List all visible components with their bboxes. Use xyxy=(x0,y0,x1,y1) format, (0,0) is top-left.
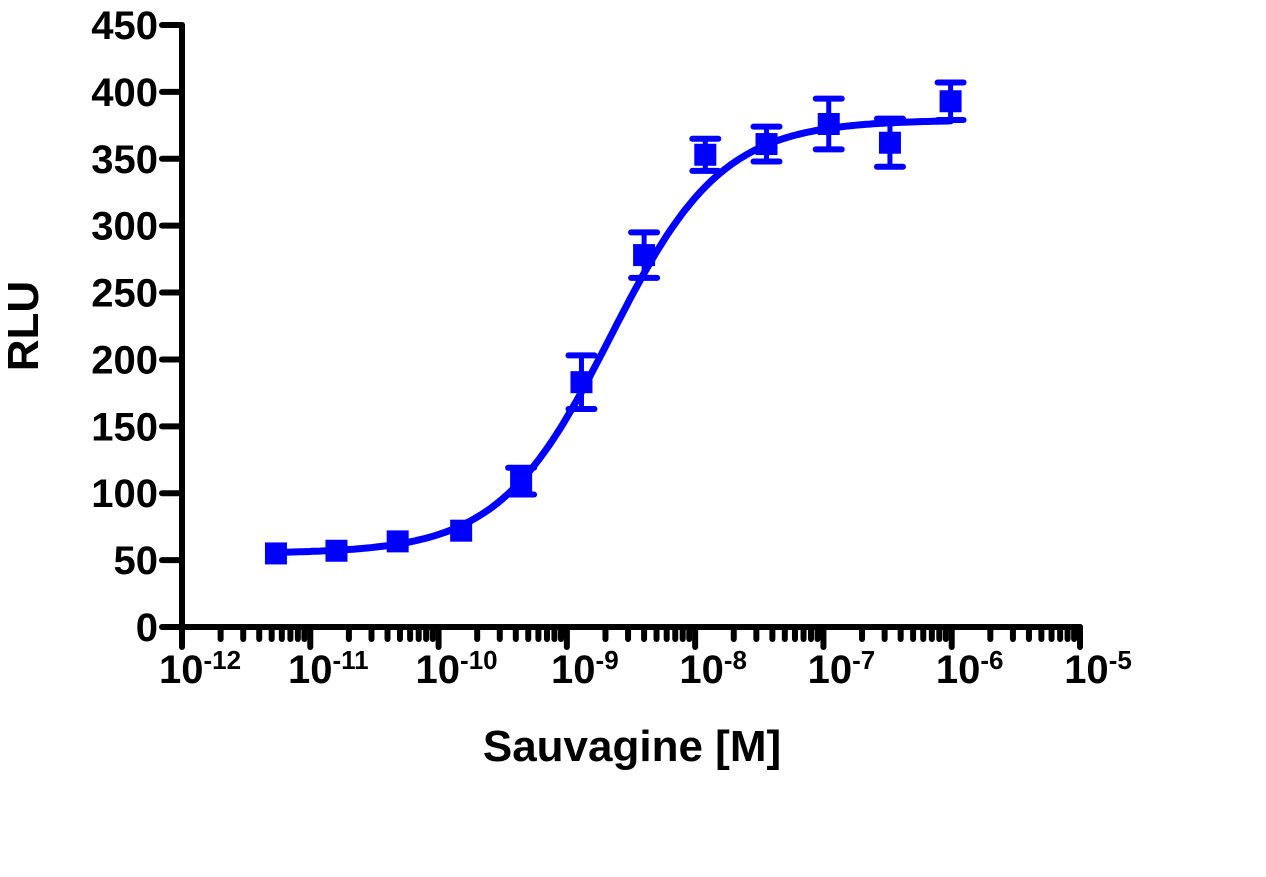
data-points xyxy=(264,79,967,565)
square-marker xyxy=(450,519,473,542)
data-point xyxy=(450,519,473,542)
data-point xyxy=(812,95,845,153)
x-axis: 10-12 10-11 10-10 10-9 10-8 10-7 10-6 10-5 xyxy=(159,624,1132,692)
x-tick-label: 10-9 xyxy=(551,645,619,692)
x-axis-title: Sauvagine [M] xyxy=(483,722,781,771)
square-marker xyxy=(510,470,533,493)
data-point xyxy=(264,542,287,565)
data-point xyxy=(505,464,538,498)
x-tick-label: 10-10 xyxy=(416,645,498,692)
y-tick-label: 250 xyxy=(91,272,158,316)
x-tick-label: 10-8 xyxy=(679,645,747,692)
y-tick-label: 100 xyxy=(91,472,158,516)
x-tick-label: 10-5 xyxy=(1064,645,1132,692)
square-marker xyxy=(694,143,717,166)
square-marker xyxy=(817,112,840,135)
y-tick-label: 200 xyxy=(91,338,158,382)
y-axis: 0 50 100 150 200 250 300 350 400 450 xyxy=(91,4,185,650)
sigmoid-fit-line xyxy=(272,117,955,556)
x-tick-label: 10-12 xyxy=(159,645,241,692)
data-point xyxy=(689,135,722,174)
square-marker xyxy=(264,542,287,565)
square-marker xyxy=(570,371,593,394)
data-point xyxy=(873,115,906,170)
y-tick-label: 450 xyxy=(91,4,158,48)
square-marker xyxy=(386,530,409,553)
square-marker xyxy=(939,90,962,113)
fit-curve xyxy=(272,117,955,556)
y-tick-label: 300 xyxy=(91,205,158,249)
x-tick-label: 10-11 xyxy=(288,645,369,692)
y-tick-label: 50 xyxy=(114,539,159,583)
y-tick-label: 0 xyxy=(136,606,158,650)
y-tick-label: 350 xyxy=(91,138,158,182)
square-marker xyxy=(755,133,778,156)
y-tick-label: 150 xyxy=(91,405,158,449)
y-axis-title: RLU xyxy=(0,281,48,371)
data-point xyxy=(934,79,967,123)
data-point xyxy=(750,123,783,165)
data-point xyxy=(386,530,409,553)
y-tick-label: 400 xyxy=(91,71,158,115)
x-tick-label: 10-6 xyxy=(936,645,1004,692)
square-marker xyxy=(878,131,901,154)
square-marker xyxy=(633,244,656,267)
square-marker xyxy=(325,539,348,562)
x-tick-label: 10-7 xyxy=(808,645,876,692)
data-point xyxy=(325,539,348,562)
data-point xyxy=(565,352,598,412)
data-point xyxy=(628,229,661,281)
